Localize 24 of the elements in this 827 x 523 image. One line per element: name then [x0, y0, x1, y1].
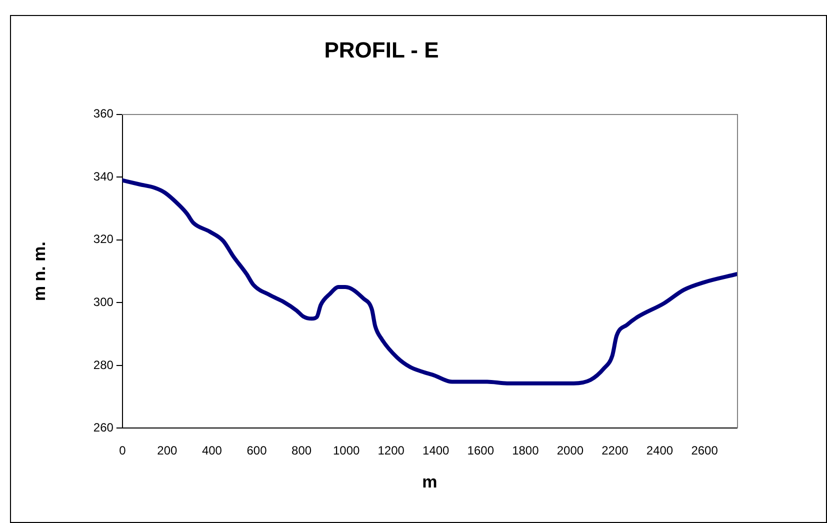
x-tick-label: 2000: [556, 444, 584, 458]
y-tick-label: 260: [93, 420, 114, 435]
y-tick-label: 360: [93, 106, 114, 121]
x-tick-label: 1000: [332, 444, 360, 458]
x-tick-label: 0: [119, 444, 126, 458]
y-tick-label: 300: [93, 294, 114, 309]
x-tick-label: 600: [246, 444, 268, 458]
x-tick-label: 2400: [646, 444, 674, 458]
x-axis-title: m: [422, 472, 438, 492]
y-tick-label: 280: [93, 358, 114, 372]
x-tick-label: 200: [157, 444, 178, 458]
x-tick-label: 2200: [602, 444, 629, 458]
x-tick-label: 400: [202, 444, 222, 458]
y-axis-title: m n. m.: [30, 242, 49, 302]
x-tick-label: 2600: [691, 444, 718, 458]
x-tick-label: 1800: [512, 444, 540, 458]
x-tick-label: 1200: [378, 444, 405, 458]
line-series: [122, 178, 737, 386]
chart-title: PROFIL - E: [324, 37, 439, 62]
x-tick-label: 800: [292, 444, 312, 458]
x-tick-label: 1400: [422, 444, 450, 458]
x-tick-label: 1600: [467, 444, 494, 458]
y-tick-label: 340: [93, 169, 114, 184]
y-tick-label: 320: [93, 232, 114, 246]
